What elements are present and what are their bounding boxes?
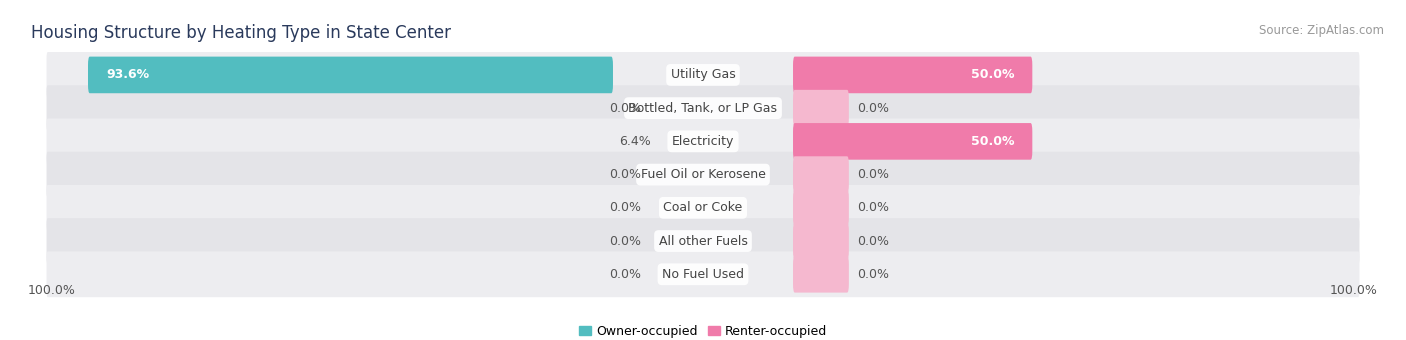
Text: 0.0%: 0.0%	[609, 168, 641, 181]
FancyBboxPatch shape	[46, 218, 1360, 264]
Text: No Fuel Used: No Fuel Used	[662, 268, 744, 281]
FancyBboxPatch shape	[793, 90, 849, 126]
FancyBboxPatch shape	[46, 85, 1360, 131]
Text: 0.0%: 0.0%	[609, 201, 641, 214]
Text: Electricity: Electricity	[672, 135, 734, 148]
FancyBboxPatch shape	[89, 57, 613, 93]
Text: 100.0%: 100.0%	[1330, 284, 1378, 297]
FancyBboxPatch shape	[46, 251, 1360, 297]
FancyBboxPatch shape	[46, 118, 1360, 164]
Text: 50.0%: 50.0%	[970, 135, 1014, 148]
FancyBboxPatch shape	[793, 57, 1032, 93]
Text: Coal or Coke: Coal or Coke	[664, 201, 742, 214]
Text: Source: ZipAtlas.com: Source: ZipAtlas.com	[1258, 24, 1384, 37]
Text: 0.0%: 0.0%	[858, 201, 889, 214]
Text: 0.0%: 0.0%	[609, 102, 641, 115]
Legend: Owner-occupied, Renter-occupied: Owner-occupied, Renter-occupied	[579, 325, 827, 338]
FancyBboxPatch shape	[46, 152, 1360, 198]
Text: 0.0%: 0.0%	[858, 168, 889, 181]
FancyBboxPatch shape	[46, 52, 1360, 98]
Text: Bottled, Tank, or LP Gas: Bottled, Tank, or LP Gas	[628, 102, 778, 115]
FancyBboxPatch shape	[793, 189, 849, 226]
FancyBboxPatch shape	[793, 123, 1032, 160]
FancyBboxPatch shape	[793, 256, 849, 293]
FancyBboxPatch shape	[793, 156, 849, 193]
Text: Utility Gas: Utility Gas	[671, 68, 735, 81]
Text: 93.6%: 93.6%	[105, 68, 149, 81]
Text: 6.4%: 6.4%	[620, 135, 651, 148]
Text: 0.0%: 0.0%	[858, 268, 889, 281]
Text: 0.0%: 0.0%	[609, 235, 641, 248]
Text: 50.0%: 50.0%	[970, 68, 1014, 81]
Text: Fuel Oil or Kerosene: Fuel Oil or Kerosene	[641, 168, 765, 181]
Text: 0.0%: 0.0%	[858, 235, 889, 248]
FancyBboxPatch shape	[793, 223, 849, 259]
Text: 0.0%: 0.0%	[858, 102, 889, 115]
Text: Housing Structure by Heating Type in State Center: Housing Structure by Heating Type in Sta…	[31, 24, 451, 42]
Text: 100.0%: 100.0%	[28, 284, 76, 297]
Text: 0.0%: 0.0%	[609, 268, 641, 281]
FancyBboxPatch shape	[46, 185, 1360, 231]
Text: All other Fuels: All other Fuels	[658, 235, 748, 248]
